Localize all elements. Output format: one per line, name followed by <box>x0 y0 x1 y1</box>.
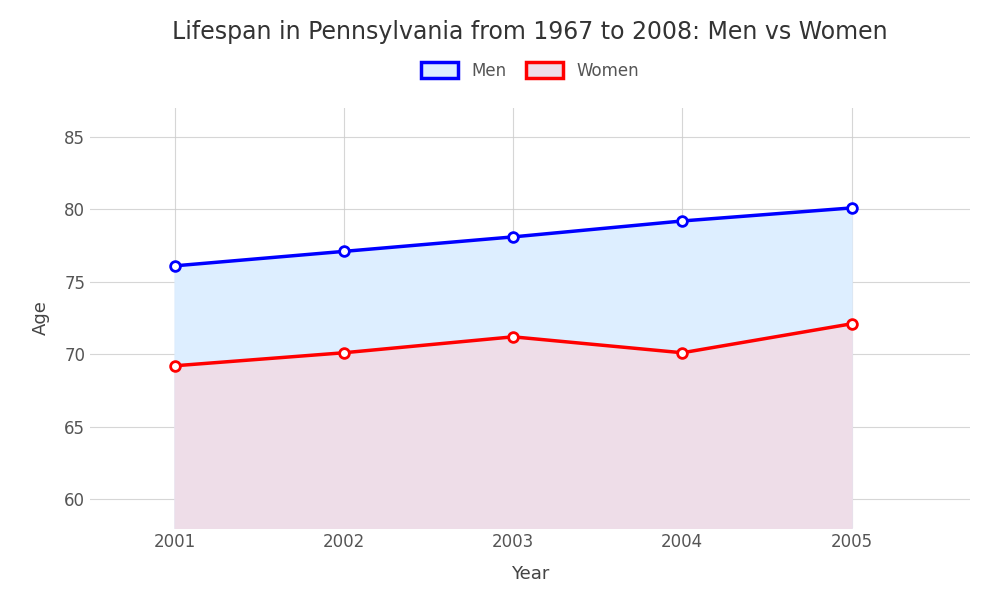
Title: Lifespan in Pennsylvania from 1967 to 2008: Men vs Women: Lifespan in Pennsylvania from 1967 to 20… <box>172 20 888 44</box>
Legend: Men, Women: Men, Women <box>421 62 639 80</box>
Y-axis label: Age: Age <box>32 301 50 335</box>
X-axis label: Year: Year <box>511 565 549 583</box>
